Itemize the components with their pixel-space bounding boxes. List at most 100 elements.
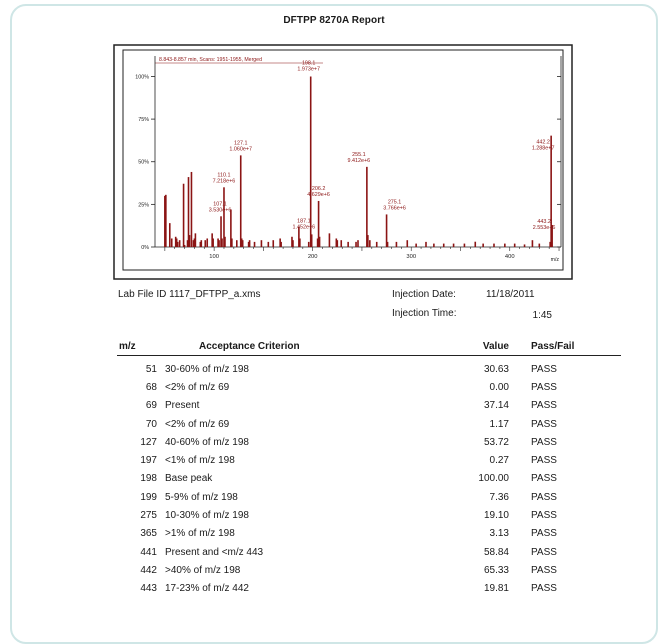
x-tick-label: 100: [209, 254, 219, 260]
cell-criterion: <2% of m/z 69: [165, 418, 230, 430]
lab-file-id-value: 1117_DFTPP_a.xms: [169, 289, 261, 300]
cell-criterion: Base peak: [165, 473, 213, 485]
table-header-row: m/z Acceptance Criterion Value Pass/Fail: [117, 341, 621, 356]
report-title: DFTPP 8270A Report: [283, 15, 385, 26]
table-row: 199 5-9% of m/z 198 7.36 PASS: [117, 488, 621, 506]
peak-annotation: 110.17.218e+6: [213, 172, 236, 184]
peak-mz-label: 255.1: [352, 152, 366, 158]
table-row: 197 <1% of m/z 198 0.27 PASS: [117, 451, 621, 469]
cell-criterion: 40-60% of m/z 198: [165, 436, 249, 448]
table-row: 443 17-23% of m/z 442 19.81 PASS: [117, 580, 621, 598]
cell-criterion: 30-60% of m/z 198: [165, 363, 249, 375]
cell-mz: 442: [140, 564, 157, 576]
table-row: 127 40-60% of m/z 198 53.72 PASS: [117, 433, 621, 451]
peak-mz-label: 187.1: [297, 219, 311, 225]
peak-abundance-label: 4.629e+6: [307, 192, 330, 198]
cell-result: PASS: [531, 381, 557, 393]
cell-criterion: >40% of m/z 198: [165, 564, 241, 576]
cell-result: PASS: [531, 564, 557, 576]
cell-value: 100.00: [478, 473, 509, 485]
table-row: 70 <2% of m/z 69 1.17 PASS: [117, 415, 621, 433]
header-criterion: Acceptance Criterion: [165, 341, 427, 356]
cell-result: PASS: [531, 528, 557, 540]
x-tick-label: 400: [505, 254, 515, 260]
x-unit-label: m/z: [551, 257, 560, 263]
chart-outer-frame: [113, 44, 573, 280]
cell-criterion: Present: [165, 400, 200, 412]
table-row: 442 >40% of m/z 198 65.33 PASS: [117, 561, 621, 579]
cell-criterion: Present and <m/z 443: [165, 546, 264, 558]
table-row: 441 Present and <m/z 443 58.84 PASS: [117, 543, 621, 561]
injection-date-value: 11/18/2011: [486, 289, 535, 300]
y-tick-label: 100%: [135, 74, 149, 80]
peak-abundance-label: 2.553e+6: [533, 225, 556, 231]
cell-result: PASS: [531, 510, 557, 522]
lab-file-id: Lab File ID 1117_DFTPP_a.xms: [118, 289, 260, 300]
peak-abundance-label: 3.766e+6: [383, 205, 406, 211]
peak-mz-label: 110.1: [217, 172, 230, 178]
cell-value: 3.13: [489, 528, 509, 540]
chart-inner-frame: [122, 49, 564, 271]
cell-result: PASS: [531, 436, 557, 448]
y-tick-label: 25%: [138, 202, 149, 208]
peak-abundance-label: 1.452e+6: [293, 225, 316, 231]
cell-result: PASS: [531, 363, 557, 375]
peak-annotation: 206.24.629e+6: [307, 186, 330, 198]
table-row: 69 Present 37.14 PASS: [117, 397, 621, 415]
cell-result: PASS: [531, 418, 557, 430]
cell-criterion: <1% of m/z 198: [165, 455, 235, 467]
peak-abundance-label: 9.412e+6: [348, 158, 371, 164]
peak-mz-label: 198.1: [302, 60, 316, 66]
cell-value: 7.36: [489, 491, 509, 503]
cell-result: PASS: [531, 546, 557, 558]
y-tick-label: 75%: [138, 117, 149, 123]
cell-mz: 127: [140, 436, 157, 448]
header-mz: m/z: [117, 341, 165, 356]
cell-value: 30.63: [483, 363, 509, 375]
cell-result: PASS: [531, 491, 557, 503]
peak-abundance-label: 7.218e+6: [213, 178, 236, 184]
cell-value: 0.00: [489, 381, 509, 393]
table-row: 275 10-30% of m/z 198 19.10 PASS: [117, 506, 621, 524]
cell-mz: 198: [140, 473, 157, 485]
peak-mz-label: 275.1: [388, 199, 402, 205]
cell-mz: 275: [140, 510, 157, 522]
cell-value: 0.27: [489, 455, 509, 467]
cell-mz: 69: [145, 400, 157, 412]
cell-mz: 70: [145, 418, 157, 430]
x-tick-label: 300: [406, 254, 416, 260]
cell-value: 19.81: [483, 583, 509, 595]
peak-abundance-label: 3.530e+6: [209, 207, 232, 213]
peak-annotation: 198.11.973e+7: [297, 60, 320, 72]
header-value: Value: [427, 341, 509, 356]
cell-value: 37.14: [483, 400, 509, 412]
cell-value: 19.10: [483, 510, 509, 522]
mass-spectrum-chart: 8.843-8.857 min, Scans: 1951-1955, Merge…: [113, 44, 573, 280]
peak-abundance-label: 1.973e+7: [297, 66, 320, 72]
lab-file-id-label: Lab File ID: [118, 289, 167, 300]
cell-value: 58.84: [483, 546, 509, 558]
peak-annotation: 443.22.553e+6: [533, 219, 556, 231]
peak-abundance-label: 1.060e+7: [229, 146, 252, 152]
peak-annotation: 107.13.530e+6: [209, 201, 232, 213]
table-row: 198 Base peak 100.00 PASS: [117, 470, 621, 488]
cell-criterion: 5-9% of m/z 198: [165, 491, 238, 503]
peak-mz-label: 443.2: [537, 219, 551, 225]
y-tick-label: 0%: [141, 245, 149, 251]
cell-value: 65.33: [483, 564, 509, 576]
table-row: 365 >1% of m/z 198 3.13 PASS: [117, 525, 621, 543]
injection-date-label: Injection Date:: [392, 289, 456, 300]
cell-result: PASS: [531, 473, 557, 485]
peak-mz-label: 127.1: [234, 140, 248, 146]
x-tick-label: 200: [308, 254, 318, 260]
cell-result: PASS: [531, 400, 557, 412]
cell-value: 1.17: [489, 418, 509, 430]
peak-annotation: 255.19.412e+6: [348, 152, 371, 164]
cell-mz: 365: [140, 528, 157, 540]
cell-criterion: 17-23% of m/z 442: [165, 583, 249, 595]
peak-abundance-label: 1.288e+7: [532, 146, 555, 152]
peak-annotation: 275.13.766e+6: [383, 199, 406, 211]
peak-annotation: 442.21.288e+7: [532, 140, 555, 152]
cell-criterion: <2% of m/z 69: [165, 381, 230, 393]
cell-criterion: >1% of m/z 198: [165, 528, 235, 540]
